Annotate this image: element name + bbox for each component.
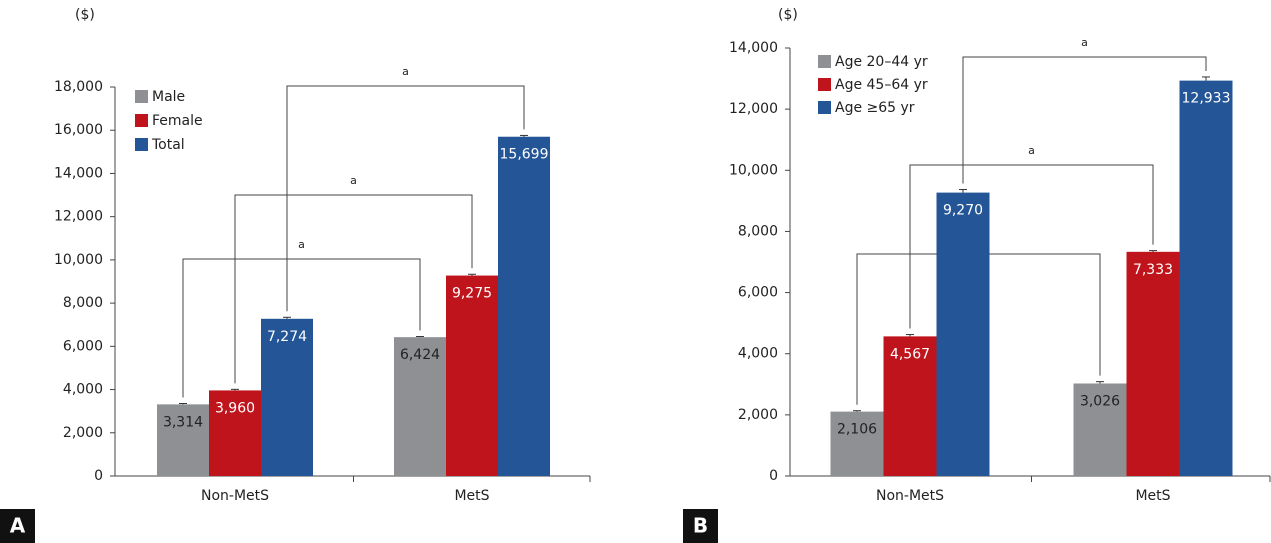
legend-label: Female xyxy=(152,113,203,129)
x-tick-label: Non-MetS xyxy=(201,488,269,504)
bar xyxy=(936,192,990,477)
x-tick-label: MetS xyxy=(454,488,489,504)
bar xyxy=(209,390,261,476)
annotation: a xyxy=(1028,144,1035,157)
panel-label: A xyxy=(10,514,26,538)
bar xyxy=(1179,80,1233,476)
y-tick-label: 6,000 xyxy=(63,338,103,354)
panel-label-box xyxy=(683,509,718,543)
annotation: a xyxy=(350,174,357,187)
significance-bracket xyxy=(182,258,421,398)
data-label: 9,275 xyxy=(452,286,492,302)
y-tick-label: 16,000 xyxy=(54,122,103,138)
data-label: 15,699 xyxy=(500,147,549,163)
y-tick-label: 10,000 xyxy=(729,162,778,178)
data-label: 3,314 xyxy=(163,414,203,430)
error-bar xyxy=(231,388,239,391)
error-bar xyxy=(1202,76,1210,81)
bar xyxy=(261,318,313,476)
panel-label-box xyxy=(0,509,35,543)
significance-bracket xyxy=(962,56,1207,184)
legend-label: Age ≥65 yr xyxy=(835,100,915,116)
data-label: 3,960 xyxy=(215,400,255,416)
x-tick-label: Non-MetS xyxy=(876,488,944,504)
panel-label: B xyxy=(693,514,708,538)
data-label: 4,567 xyxy=(890,346,930,362)
bar xyxy=(883,336,937,476)
data-label: 12,933 xyxy=(1182,91,1231,107)
error-bar xyxy=(416,336,424,338)
legend-swatch xyxy=(135,138,148,151)
error-bar xyxy=(283,316,291,319)
bar xyxy=(498,136,550,476)
legend-label: Age 20–44 yr xyxy=(835,54,928,70)
significance-bracket xyxy=(909,164,1154,329)
x-tick-label: MetS xyxy=(1135,488,1170,504)
data-label: 9,270 xyxy=(943,203,983,219)
legend-label: Age 45–64 yr xyxy=(835,77,928,93)
data-label: 2,106 xyxy=(837,422,877,438)
bar xyxy=(830,411,884,476)
legend-swatch xyxy=(135,114,148,127)
significance-bracket xyxy=(234,194,473,384)
annotation: a xyxy=(1081,36,1088,49)
error-bar xyxy=(520,134,528,137)
y-tick-label: 4,000 xyxy=(63,382,103,398)
data-label: 7,274 xyxy=(267,329,307,345)
legend-swatch xyxy=(135,90,148,103)
data-label: 6,424 xyxy=(400,347,440,363)
legend-label: Total xyxy=(151,137,185,153)
y-tick-label: 14,000 xyxy=(54,165,103,181)
error-bar xyxy=(959,189,967,193)
y-tick-label: 12,000 xyxy=(729,101,778,117)
bar xyxy=(394,337,446,476)
annotation: a xyxy=(298,238,305,251)
y-unit: ($) xyxy=(75,7,95,23)
y-tick-label: 8,000 xyxy=(63,295,103,311)
bar xyxy=(157,404,209,476)
error-bar xyxy=(179,403,187,405)
error-bar xyxy=(1149,250,1157,252)
y-tick-label: 18,000 xyxy=(54,79,103,95)
error-bar xyxy=(468,273,476,276)
error-bar xyxy=(906,334,914,337)
y-tick-label: 2,000 xyxy=(63,425,103,441)
y-tick-label: 6,000 xyxy=(738,285,778,301)
data-label: 3,026 xyxy=(1080,393,1120,409)
y-tick-label: 4,000 xyxy=(738,346,778,362)
y-tick-label: 0 xyxy=(769,468,778,484)
legend-label: Male xyxy=(152,89,185,105)
y-tick-label: 0 xyxy=(94,468,103,484)
error-bar xyxy=(1096,381,1104,384)
y-tick-label: 8,000 xyxy=(738,223,778,239)
data-label: 7,333 xyxy=(1133,262,1173,278)
significance-bracket xyxy=(286,85,525,312)
y-tick-label: 14,000 xyxy=(729,40,778,56)
y-tick-label: 10,000 xyxy=(54,252,103,268)
y-unit: ($) xyxy=(778,7,798,23)
legend-swatch xyxy=(818,101,831,114)
bar xyxy=(446,275,498,476)
annotation: a xyxy=(402,65,409,78)
y-tick-label: 2,000 xyxy=(738,407,778,423)
legend-swatch xyxy=(818,55,831,68)
legend-swatch xyxy=(818,78,831,91)
error-bar xyxy=(853,410,861,412)
bar xyxy=(1073,383,1127,476)
y-tick-label: 12,000 xyxy=(54,209,103,225)
bar xyxy=(1126,251,1180,476)
